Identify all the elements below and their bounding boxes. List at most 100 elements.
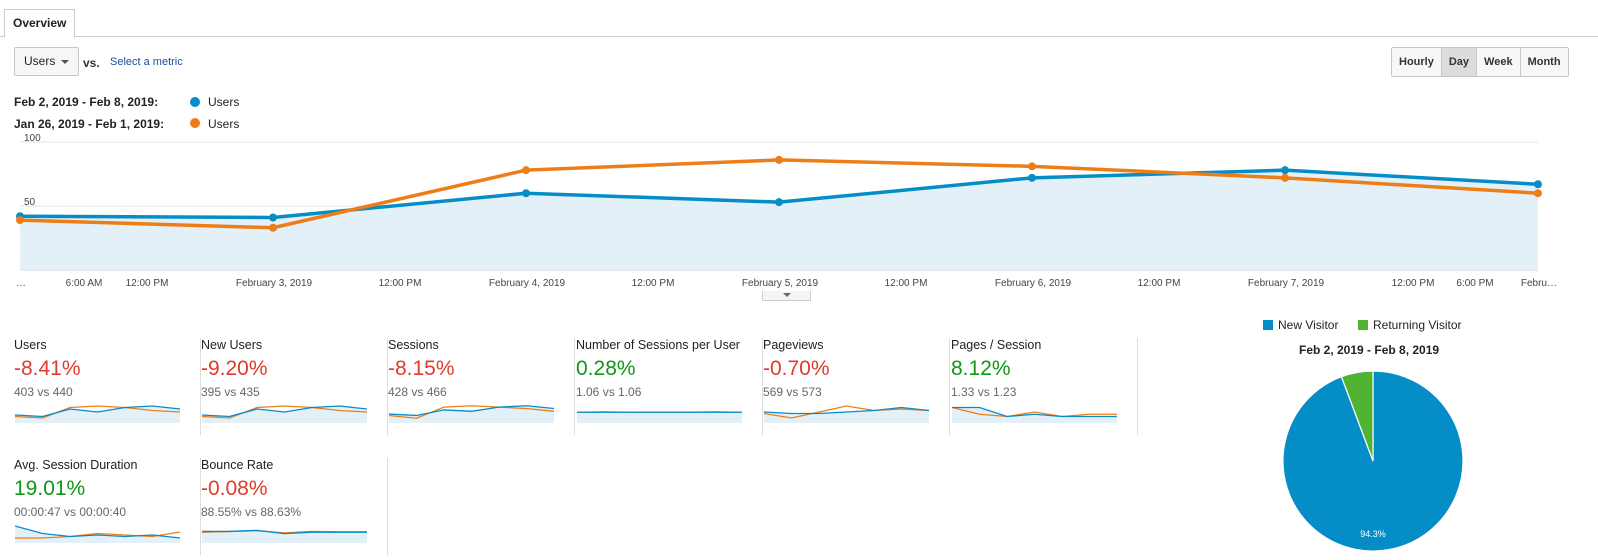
data-point-current[interactable] (775, 198, 783, 207)
scorecard[interactable]: Users -8.41% 403 vs 440 (14, 338, 201, 435)
data-point-previous[interactable] (16, 216, 24, 225)
metric-dropdown[interactable]: Users (14, 47, 79, 76)
pie-data-label: 94.3% (1360, 529, 1386, 539)
scorecard-sparkline (202, 529, 367, 543)
data-point-previous[interactable] (775, 155, 783, 164)
chevron-down-icon (61, 60, 69, 64)
sparkline-area (577, 412, 742, 423)
scorecard-sparkline (15, 405, 181, 423)
legend-swatch (1358, 320, 1368, 330)
vs-label: vs. (83, 56, 100, 70)
x-tick-label: 12:00 PM (126, 278, 169, 289)
scorecard-comparison: 00:00:47 vs 00:00:40 (14, 505, 127, 519)
sparkline-area (202, 530, 367, 543)
scorecard-change: -8.15% (388, 357, 455, 380)
data-point-previous[interactable] (1534, 189, 1542, 198)
scorecard-sparkline (764, 405, 930, 423)
x-tick-label: 6:00 PM (1456, 278, 1493, 289)
x-tick-label: February 5, 2019 (742, 278, 819, 289)
scorecard-comparison: 569 vs 573 (763, 385, 822, 399)
scorecard-change: 19.01% (14, 477, 86, 500)
scorecard-sparkline (202, 405, 368, 423)
scorecard[interactable]: Sessions -8.15% 428 vs 466 (388, 338, 575, 435)
sparkline-previous (764, 405, 930, 419)
legend-range-current: Feb 2, 2019 - Feb 8, 2019: (14, 95, 159, 109)
sparkline-previous (389, 405, 555, 419)
legend-range-previous: Jan 26, 2019 - Feb 1, 2019: (14, 117, 165, 131)
metric-dropdown-value: Users (24, 54, 56, 68)
data-point-previous[interactable] (1281, 173, 1289, 182)
collapse-chart-toggle[interactable] (762, 291, 811, 301)
x-tick-label: 12:00 PM (1392, 278, 1435, 289)
scorecard-change: -8.41% (14, 357, 81, 380)
scorecard[interactable]: Pageviews -0.70% 569 vs 573 (763, 338, 950, 435)
scorecard-comparison: 88.55% vs 88.63% (201, 505, 302, 519)
chevron-down-icon (783, 293, 791, 297)
visitor-type-pie-chart[interactable]: 94.3% (1270, 360, 1476, 560)
legend-swatch (1263, 320, 1273, 330)
scorecard-sparkline (389, 405, 555, 423)
scorecard-title: Number of Sessions per User (576, 338, 740, 352)
legend-dot-previous (190, 118, 200, 128)
tab-bar: Overview (0, 0, 1598, 38)
granularity-toggle: Hourly Day Week Month (1391, 47, 1569, 77)
legend-dot-current (190, 97, 200, 107)
scorecard[interactable]: Pages / Session 8.12% 1.33 vs 1.23 (951, 338, 1138, 435)
y-tick-label: 100 (24, 133, 41, 144)
data-point-previous[interactable] (269, 223, 277, 232)
x-tick-label: Febru… (1521, 278, 1557, 289)
scorecard-comparison: 1.06 vs 1.06 (576, 385, 642, 399)
data-point-previous[interactable] (1028, 162, 1036, 171)
scorecard-title: Sessions (388, 338, 439, 352)
data-point-previous[interactable] (522, 166, 530, 175)
scorecard[interactable]: Number of Sessions per User 0.28% 1.06 vs … (576, 338, 763, 435)
sparkline-current (15, 525, 181, 539)
sparkline-current (764, 406, 930, 415)
scorecard[interactable]: Bounce Rate -0.08% 88.55% vs 88.63% (201, 458, 388, 555)
tab-overview[interactable]: Overview (4, 9, 76, 38)
scorecard-title: Bounce Rate (201, 458, 274, 472)
scorecard-change: -9.20% (201, 357, 268, 380)
users-line-chart[interactable]: 100 50 … 6:00 AM 12:00 PM February 3, 2019 12:… (0, 130, 1560, 295)
pie-title: Feb 2, 2019 - Feb 8, 2019 (1299, 343, 1440, 357)
x-tick-label: February 3, 2019 (236, 278, 313, 289)
scorecard[interactable]: New Users -9.20% 395 vs 435 (201, 338, 388, 435)
sparkline-previous (202, 405, 368, 419)
x-tick-label: 12:00 PM (885, 278, 928, 289)
scorecard-change: -0.08% (201, 477, 268, 500)
scorecard-sparkline (15, 525, 181, 543)
sparkline-area (764, 407, 929, 423)
sparkline-current (952, 406, 1117, 418)
x-tick-label: February 6, 2019 (995, 278, 1072, 289)
scorecard-title: Avg. Session Duration (14, 458, 138, 472)
pie-legend-label: Returning Visitor (1373, 318, 1462, 332)
week-button[interactable]: Week (1476, 48, 1520, 76)
x-tick-label: 6:00 AM (66, 278, 103, 289)
hourly-button[interactable]: Hourly (1392, 48, 1441, 76)
sparkline-previous (15, 405, 181, 419)
x-tick-label: February 4, 2019 (489, 278, 566, 289)
x-tick-label: 12:00 PM (379, 278, 422, 289)
sparkline-area (202, 406, 367, 423)
data-point-current[interactable] (1028, 173, 1036, 182)
pie-legend-returning: Returning Visitor (1358, 318, 1462, 332)
scorecard-comparison: 1.33 vs 1.23 (951, 385, 1017, 399)
scorecard-sparkline (952, 406, 1117, 423)
data-point-current[interactable] (269, 213, 277, 222)
sparkline-previous (15, 531, 181, 539)
data-point-current[interactable] (522, 189, 530, 198)
pie-slice-returning-visitor[interactable] (1340, 370, 1374, 462)
scorecard-change: 8.12% (951, 357, 1011, 380)
data-point-current[interactable] (1534, 180, 1542, 189)
scorecard-title: Pages / Session (951, 338, 1042, 352)
sparkline-area (15, 526, 180, 543)
scorecard[interactable]: Avg. Session Duration 19.01% 00:00:47 vs 0… (14, 458, 201, 555)
x-tick-label: 12:00 PM (632, 278, 675, 289)
data-point-current[interactable] (1281, 166, 1289, 175)
scorecard-change: 0.28% (576, 357, 636, 380)
x-tick-label: February 7, 2019 (1248, 278, 1325, 289)
day-button[interactable]: Day (1440, 48, 1477, 76)
x-tick-label: … (16, 278, 26, 289)
month-button[interactable]: Month (1519, 48, 1568, 76)
select-metric-link[interactable]: Select a metric (110, 56, 183, 68)
